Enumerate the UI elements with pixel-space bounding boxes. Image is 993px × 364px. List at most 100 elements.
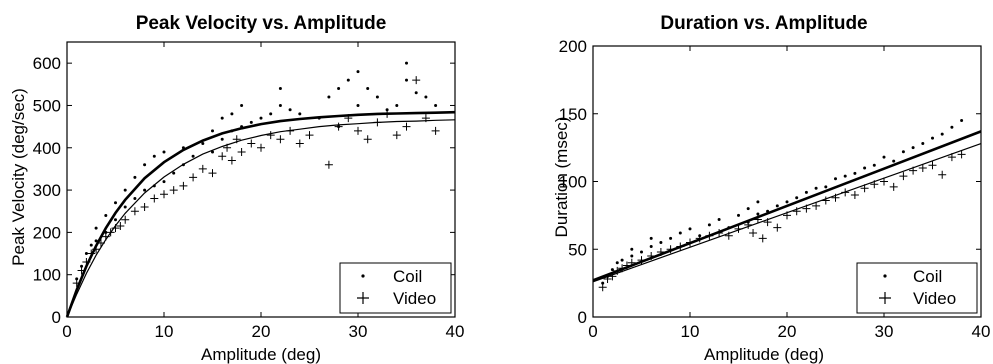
fit-curves [592,130,982,283]
data-point-coil [75,277,79,281]
legend-coil-label: Coil [393,267,422,286]
data-point-coil [717,217,721,221]
x-axis-label: Amplitude (deg) [201,345,321,364]
data-point-coil [240,103,244,107]
data-point-coil [414,91,418,95]
data-point-coil [960,119,964,123]
x-tick-label: 0 [588,322,597,341]
data-point-coil [278,87,282,91]
data-point-video [758,234,767,243]
data-point-video [928,161,937,170]
data-point-coil [872,163,876,167]
data-point-coil [678,231,682,235]
chart-title: Peak Velocity vs. Amplitude [136,13,387,34]
data-point-video [744,220,753,229]
data-point-coil [201,142,205,146]
data-point-coil [940,132,944,136]
data-point-video [938,170,947,179]
data-point-video [169,186,178,195]
data-point-coil [259,116,263,120]
data-point-coil [278,103,282,107]
x-tick-label: 20 [252,322,271,341]
y-tick-label: 200 [33,223,61,242]
data-point-coil [921,142,925,146]
x-tick-label: 40 [446,322,465,341]
data-point-coil [143,188,147,192]
data-point-coil [133,175,137,179]
x-tick-label: 20 [778,322,797,341]
data-point-coil [152,154,156,158]
data-point-coil [640,250,643,254]
data-point-coil [211,129,214,133]
scatter-points [72,61,440,288]
data-point-video [130,207,139,216]
y-axis-label: Duration (msec) [552,117,571,238]
data-point-coil [882,155,886,159]
data-point-coil [104,213,108,217]
data-point-coil [162,180,166,184]
data-point-coil [327,95,331,99]
data-point-coil [84,252,88,256]
fit-line-coil [592,130,982,282]
data-point-coil [931,136,934,140]
data-point-video [334,122,343,131]
data-point-coil [746,207,750,211]
data-point-video [247,139,256,148]
data-point-video [237,148,246,156]
y-axis-label: Peak Velocity (deg/sec) [9,88,28,266]
data-point-coil [405,61,408,65]
y-tick-label: 150 [559,105,587,124]
data-point-video [773,223,782,232]
data-point-video [189,173,198,182]
legend-video-label: Video [913,289,956,308]
data-point-coil [337,87,341,91]
data-point-coil [249,120,253,124]
data-point-coil [356,103,360,107]
data-point-coil [424,95,428,99]
legend-coil-marker [883,274,887,278]
data-point-video [208,169,217,178]
data-point-coil [298,112,302,116]
data-point-coil [630,247,634,251]
data-point-coil [824,185,828,189]
data-point-coil [892,159,896,163]
data-point-video [412,76,421,85]
data-point-coil [288,108,292,112]
chart-peak-velocity: Peak Velocity vs. Amplitude Amplitude (d… [9,13,464,364]
data-point-video [121,215,130,224]
data-point-coil [366,87,370,91]
data-point-coil [269,112,273,116]
axis-ticks: 0 10 20 30 40 0 50 100 150 200 [559,37,991,341]
y-tick-label: 50 [568,240,587,259]
data-point-video [431,126,440,135]
data-point-coil [94,226,98,230]
fit-curves [65,110,456,318]
data-point-video [276,135,285,144]
data-point-coil [601,281,605,285]
data-point-video [150,194,159,203]
x-tick-label: 40 [972,322,991,341]
data-point-coil [950,125,954,129]
data-point-coil [94,239,98,243]
data-point-video [295,139,304,148]
data-point-coil [385,108,389,112]
y-tick-label: 600 [33,54,61,73]
data-point-coil [405,78,408,82]
data-point-coil [669,236,673,240]
legend-video-label: Video [393,289,436,308]
legend: Coil Video [856,262,978,314]
legend-box [856,262,978,314]
data-point-coil [688,227,692,231]
legend: Coil Video [339,262,452,314]
data-point-coil [911,146,915,150]
data-point-video [899,172,908,181]
x-tick-label: 10 [155,322,174,341]
y-tick-label: 0 [52,308,61,327]
data-point-coil [191,154,195,158]
data-point-video [324,160,333,169]
data-point-video [354,126,362,135]
data-point-video [179,181,188,190]
x-tick-label: 10 [681,322,700,341]
